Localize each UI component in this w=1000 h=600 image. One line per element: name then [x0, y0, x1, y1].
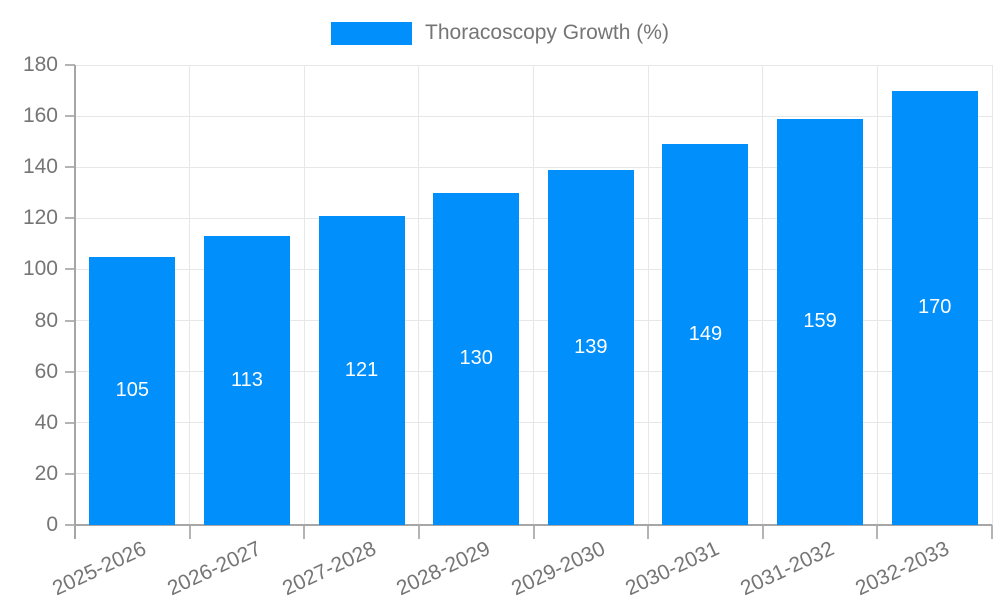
bar[interactable]: 149 [662, 144, 749, 525]
x-axis-line [75, 524, 992, 526]
grid-line-vertical [189, 65, 191, 525]
y-axis-tick [65, 166, 75, 169]
bar[interactable]: 139 [547, 169, 634, 525]
bar-value-label: 170 [918, 296, 952, 319]
x-axis-tick [303, 525, 306, 539]
bar-value-label: 113 [230, 369, 263, 392]
x-axis-tick [417, 525, 420, 539]
grid-line-vertical [876, 65, 878, 525]
y-tick-label: 100 [22, 257, 58, 281]
x-axis-tick [647, 525, 650, 539]
y-axis-tick [65, 472, 75, 475]
grid-line-vertical [303, 65, 305, 525]
bar[interactable]: 130 [433, 192, 520, 525]
grid-line-vertical [647, 65, 649, 525]
y-axis-tick [65, 370, 75, 373]
y-tick-label: 180 [22, 53, 58, 76]
x-axis-tick [761, 525, 764, 539]
chart-legend[interactable]: Thoracoscopy Growth (%) [0, 21, 1000, 45]
bar[interactable]: 121 [318, 215, 405, 525]
bar[interactable]: 113 [203, 236, 290, 525]
y-axis-tick [65, 421, 75, 424]
legend-swatch [331, 21, 413, 45]
bar[interactable]: 170 [891, 90, 978, 525]
bar-value-label: 139 [574, 335, 608, 358]
bar[interactable]: 159 [777, 118, 864, 525]
x-axis-tick [876, 525, 879, 539]
y-axis-tick [65, 217, 75, 220]
bar-value-label: 130 [459, 347, 493, 370]
y-axis-tick [65, 115, 75, 118]
y-axis-line [74, 65, 76, 539]
y-tick-label: 160 [22, 104, 58, 128]
x-tick-label: 2025-2026 [49, 537, 151, 600]
grid-line-vertical [533, 65, 534, 525]
y-axis-tick [65, 268, 75, 271]
y-tick-label: 60 [34, 359, 58, 383]
bar-value-label: 149 [688, 323, 723, 346]
y-tick-label: 140 [22, 155, 58, 179]
grid-line-vertical [418, 65, 420, 525]
y-tick-label: 120 [22, 206, 58, 230]
y-tick-label: 80 [34, 308, 58, 332]
grid-line-vertical [762, 65, 764, 525]
y-tick-label: 20 [34, 461, 58, 485]
bar-value-label: 105 [115, 379, 149, 402]
y-axis-tick [65, 64, 75, 67]
x-axis-tick [188, 525, 191, 539]
bar-value-label: 159 [803, 310, 837, 333]
bar-value-label: 121 [344, 358, 379, 381]
legend-label: Thoracoscopy Growth (%) [425, 21, 669, 44]
y-tick-label: 40 [34, 410, 58, 434]
plot-area: 0 20 40 60 80 100 120 140 160 180 105 113 121 130 139 1… [23, 53, 993, 600]
y-axis-tick [65, 319, 75, 322]
y-tick-label: 0 [46, 513, 58, 536]
grid-line-vertical [991, 65, 993, 525]
y-axis-tick [65, 524, 75, 526]
x-axis-tick [532, 525, 535, 539]
x-axis-tick [991, 525, 993, 539]
bar[interactable]: 105 [89, 256, 176, 525]
